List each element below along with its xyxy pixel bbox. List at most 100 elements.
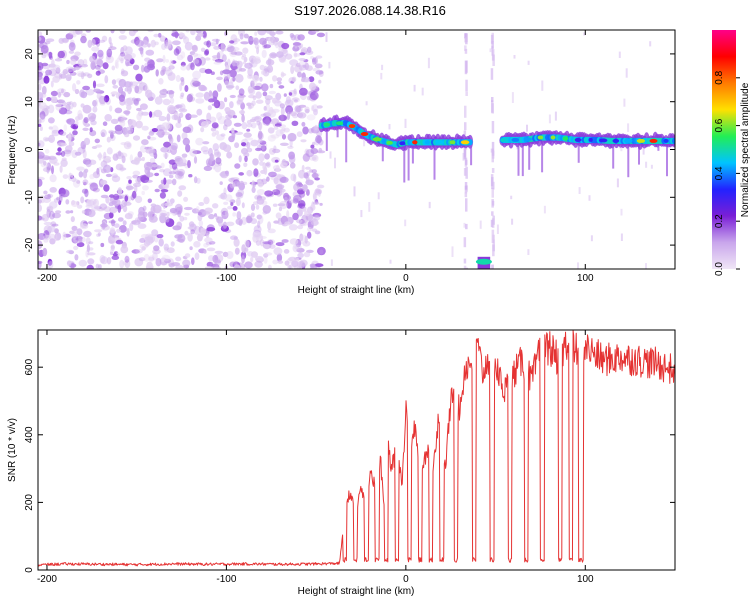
spectrogram-noise-cell [81,210,86,214]
snr-y-tick-label: 600 [24,358,35,375]
spectrogram-noise-cell [280,162,288,169]
spectrogram-noise-cell [64,110,73,115]
spectrogram-noise-cell [191,257,195,266]
spectrogram-ridge-leg [577,138,580,163]
spectrogram-noise-cell [226,46,235,53]
spectrogram-noise-cell [255,147,262,152]
spectrogram-noise-cell [166,90,175,95]
spectrogram-noise-cell [255,99,264,104]
spectrogram-noise-cell [302,184,308,192]
spectrogram-noise-cell [190,30,196,36]
spectrogram-noise-cell [118,35,128,40]
spectrogram-noise-cell [234,142,240,149]
spectrogram-noise-cell [288,256,297,262]
spectrogram-noise-cell [193,176,198,184]
spectrogram-noise-cell [132,174,139,179]
spectrogram-noise-cell [58,129,64,135]
spectrogram-noise-cell [172,30,177,33]
spectrogram-noise-cell [225,171,230,177]
spectrogram-noise-cell [267,134,276,142]
spectrogram-noise-cell [57,91,62,98]
spectrogram-noise-cell [279,103,285,109]
spectrogram-noise-cell [196,32,204,37]
spectrogram-noise-cell [121,155,126,164]
spectrogram-noise-cell [238,172,244,176]
spectrogram-noise-cell [275,212,282,219]
spectrogram-faint-cell [427,57,430,69]
spectrogram-noise-cell [161,43,167,50]
spectrogram-noise-cell [267,221,272,231]
spectrogram-noise-cell [273,126,279,130]
spectrogram-noise-cell [319,249,324,255]
spectrogram-low-blob-core [475,258,492,265]
spectrogram-noise-cell [168,262,175,268]
spectrogram-noise-cell [80,35,87,44]
snr-y-tick-label: 0 [24,567,35,573]
spectrogram-noise-cell [91,38,96,46]
spectrogram-x-label: Height of straight line (km) [298,285,415,296]
spectrogram-noise-cell [91,204,100,211]
colorbar-scale [712,30,736,269]
spectrogram-noise-cell [175,264,184,269]
spectrogram-noise-cell [292,45,300,52]
spectrogram-noise-cell [88,221,93,225]
spectrogram-noise-cell [193,156,198,164]
spectrogram-noise-cell [250,80,255,88]
spectrogram-noise-cell [277,81,282,85]
spectrogram-noise-cell [301,206,307,212]
spectrogram-noise-cell [203,165,213,171]
spectrogram-noise-cell [250,251,258,258]
spectrogram-noise-cell [120,70,129,77]
spectrogram-noise-cell [184,253,191,258]
spectrogram-noise-cell [70,216,75,223]
spectrogram-noise-cell [60,159,68,168]
spectrogram-noise-cell [309,263,316,268]
spectrogram-noise-cell [217,83,222,92]
spectrogram-noise-cell [210,71,215,75]
spectrogram-noise-cell [74,151,82,156]
spectrogram-noise-cell [68,50,75,54]
spectrogram-noise-cell [110,233,114,241]
spectrogram-noise-cell [103,95,110,103]
spectrogram-noise-cell [243,247,248,252]
spectrogram-noise-cell [180,92,185,98]
spectrogram-streak-cell [464,45,467,51]
spectrogram-noise-cell [79,89,85,98]
spectrogram-noise-cell [257,138,263,143]
spectrogram-noise-cell [288,77,296,84]
spectrogram-noise-cell [102,121,108,126]
spectrogram-noise-cell [137,151,143,158]
spectrogram-noise-cell [186,64,191,71]
spectrogram-noise-cell [129,222,134,232]
spectrogram-faint-cell [381,64,384,71]
colorbar-tick-label: 0.8 [714,70,725,84]
spectrogram-noise-cell [65,33,74,40]
spectrogram-noise-cell [226,251,234,259]
spectrogram-noise-cell [98,39,106,43]
spectrogram-noise-cell [38,151,45,159]
spectrogram-noise-cell [158,127,167,135]
spectrogram-noise-cell [258,236,267,239]
spectrogram-noise-cell [169,198,175,204]
spectrogram-noise-cell [54,234,58,242]
spectrogram-noise-cell [187,160,191,169]
spectrogram-noise-cell [164,183,170,189]
spectrogram-noise-cell [199,67,207,74]
snr-y-tick-label: 200 [24,494,35,511]
spectrogram-ridge-peak [599,138,608,143]
spectrogram-noise-cell [310,220,320,226]
spectrogram-x-tick-label: -100 [216,273,236,284]
spectrogram-noise-cell [270,134,280,139]
spectrogram-noise-cell [145,49,155,56]
spectrogram-noise-cell [252,75,260,82]
spectrogram-noise-cell [227,205,233,210]
snr-x-tick-label: 0 [403,574,409,585]
spectrogram-noise-cell [111,219,115,227]
spectrogram-noise-cell [275,30,284,35]
spectrogram-x-tick-label: -200 [37,273,57,284]
spectrogram-noise-cell [154,96,163,105]
spectrogram-noise-cell [297,252,304,259]
spectrogram-noise-cell [195,92,204,98]
spectrogram-noise-cell [166,247,175,254]
spectrogram-noise-cell [268,264,272,269]
